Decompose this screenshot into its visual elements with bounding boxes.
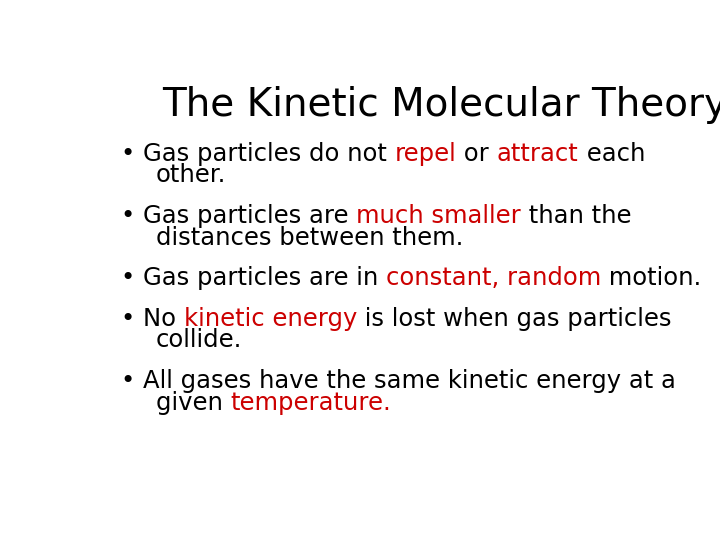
Text: •: • bbox=[121, 141, 135, 166]
Text: No: No bbox=[143, 307, 184, 331]
Text: collide.: collide. bbox=[156, 328, 242, 353]
Text: •: • bbox=[121, 204, 135, 228]
Text: Gas particles are in: Gas particles are in bbox=[143, 266, 386, 291]
Text: The Kinetic Molecular Theory: The Kinetic Molecular Theory bbox=[163, 85, 720, 124]
Text: distances between them.: distances between them. bbox=[156, 226, 463, 249]
Text: much smaller: much smaller bbox=[356, 204, 521, 228]
Text: other.: other. bbox=[156, 163, 226, 187]
Text: •: • bbox=[121, 307, 135, 331]
Text: •: • bbox=[121, 266, 135, 291]
Text: constant, random: constant, random bbox=[386, 266, 601, 291]
Text: •: • bbox=[121, 369, 135, 393]
Text: kinetic energy: kinetic energy bbox=[184, 307, 357, 331]
Text: Gas particles are: Gas particles are bbox=[143, 204, 356, 228]
Text: given: given bbox=[156, 391, 230, 415]
Text: repel: repel bbox=[395, 141, 456, 166]
Text: than the: than the bbox=[521, 204, 631, 228]
Text: or: or bbox=[456, 141, 497, 166]
Text: Gas particles do not: Gas particles do not bbox=[143, 141, 395, 166]
Text: All gases have the same kinetic energy at a: All gases have the same kinetic energy a… bbox=[143, 369, 676, 393]
Text: motion.: motion. bbox=[601, 266, 701, 291]
Text: temperature.: temperature. bbox=[230, 391, 391, 415]
Text: attract: attract bbox=[497, 141, 579, 166]
Text: is lost when gas particles: is lost when gas particles bbox=[357, 307, 672, 331]
Text: each: each bbox=[579, 141, 645, 166]
